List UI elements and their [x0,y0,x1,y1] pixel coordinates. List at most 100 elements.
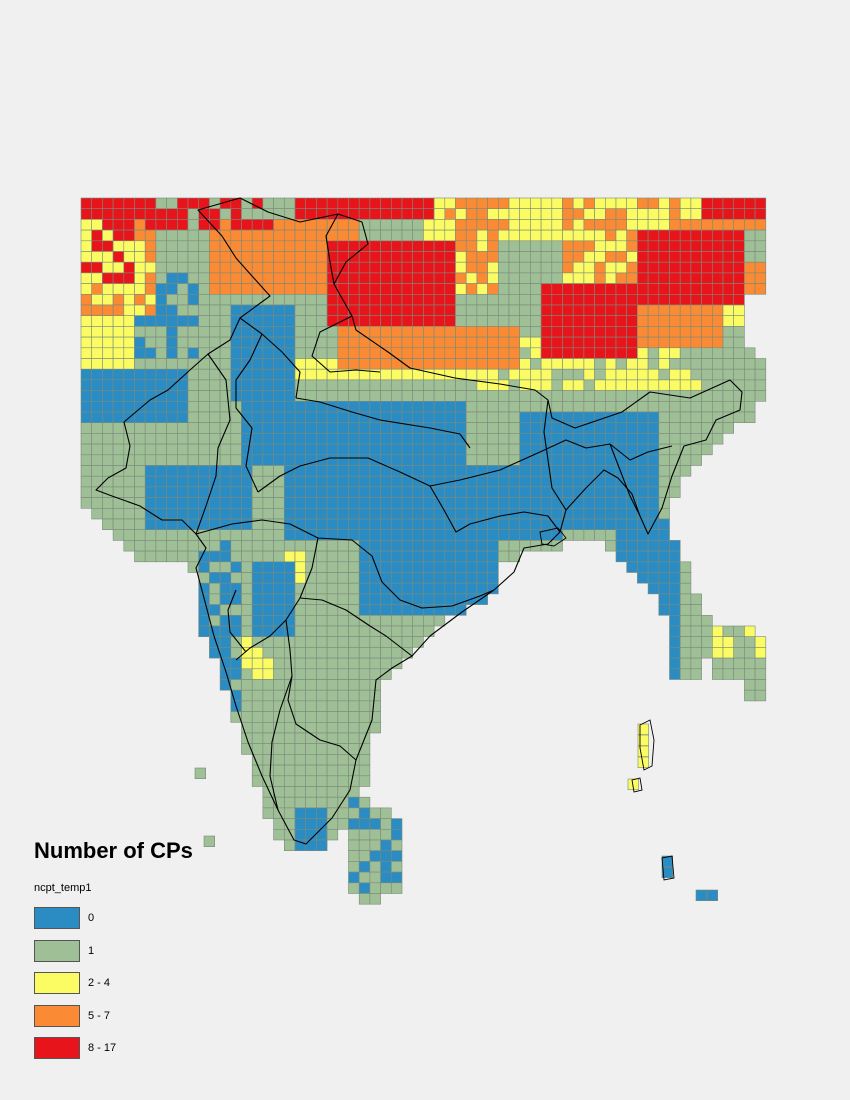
grid-cell [604,251,617,263]
grid-cell [744,283,756,295]
grid-cell [219,390,232,402]
grid-cell [508,443,520,456]
grid-cell [294,368,306,381]
grid-cell [241,711,253,723]
grid-cell [316,711,328,723]
grid-cell [177,400,189,413]
grid-cell [412,336,424,349]
grid-cell [283,497,296,509]
grid-cell [626,454,638,466]
grid-cell [134,379,146,391]
grid-cell [412,347,424,359]
grid-cell [562,336,574,349]
grid-cell [305,754,317,766]
grid-cell [305,796,317,809]
grid-cell [679,604,692,616]
grid-cell [669,315,681,327]
grid-cell [669,636,681,648]
grid-cell [690,390,702,402]
grid-cell [423,507,435,520]
grid-cell [80,465,92,477]
grid-cell [305,326,317,338]
legend-title: Number of CPs [34,838,193,863]
legend-item-1: 1 [34,935,294,968]
grid-cell [198,368,210,381]
grid-cell [187,507,199,520]
grid-cell [305,604,317,616]
grid-cell [679,293,692,306]
grid-cell [551,229,563,242]
grid-cell [423,293,435,306]
grid-cell [305,251,317,263]
grid-cell [380,850,392,862]
grid-cell [348,497,360,509]
grid-cell [701,400,713,413]
grid-cell [519,347,531,359]
grid-cell [251,529,264,541]
grid-cell [358,379,371,391]
grid-cell [283,422,296,434]
grid-cell [562,272,574,284]
grid-cell [679,636,692,648]
grid-cell [326,657,339,670]
grid-cell [572,529,585,541]
grid-cell [733,261,745,274]
grid-cell [316,828,328,841]
grid-cell [604,390,617,402]
grid-cell [519,486,531,498]
grid-cell [497,475,510,488]
grid-cell [711,347,724,359]
grid-cell [658,293,670,306]
grid-cell [433,251,446,263]
grid-cell [497,518,510,530]
grid-cell [476,572,488,584]
grid-cell [294,304,306,316]
grid-cell [283,743,296,755]
grid-cell [283,219,296,231]
grid-cell [305,657,317,670]
grid-cell [177,293,189,306]
grid-cell [423,251,435,263]
grid-cell [273,668,285,680]
grid-cell [604,486,617,498]
grid-cell [316,550,328,563]
grid-cell [348,443,360,456]
grid-cell [198,251,210,263]
grid-cell [711,293,724,306]
grid-cell [144,411,157,423]
grid-cell [273,807,285,819]
grid-cell [497,336,510,349]
grid-cell [177,422,189,434]
grid-cell [412,358,424,370]
grid-cell [230,358,242,370]
grid-cell [273,261,285,274]
grid-cell [647,572,660,584]
grid-cell [326,540,339,552]
grid-cell [102,261,114,274]
grid-cell [369,540,381,552]
grid-cell [134,529,146,541]
grid-cell [626,315,638,327]
grid-cell [615,197,627,209]
grid-cell [390,390,403,402]
grid-cell [102,422,114,434]
grid-cell [326,561,339,573]
grid-cell [594,219,606,231]
grid-cell [273,679,285,691]
grid-cell [251,422,264,434]
grid-cell [230,422,242,434]
grid-cell [508,229,520,242]
grid-cell [465,550,478,563]
grid-cell [230,347,242,359]
grid-cell [123,293,135,306]
grid-cell [294,518,306,530]
grid-cell [465,486,478,498]
grid-cell [754,208,767,220]
grid-cell [594,240,606,252]
grid-cell [647,475,660,488]
grid-cell [358,465,371,477]
grid-cell [583,358,595,370]
grid-cell [241,251,253,263]
grid-cell [337,326,349,338]
grid-cell [744,647,756,659]
